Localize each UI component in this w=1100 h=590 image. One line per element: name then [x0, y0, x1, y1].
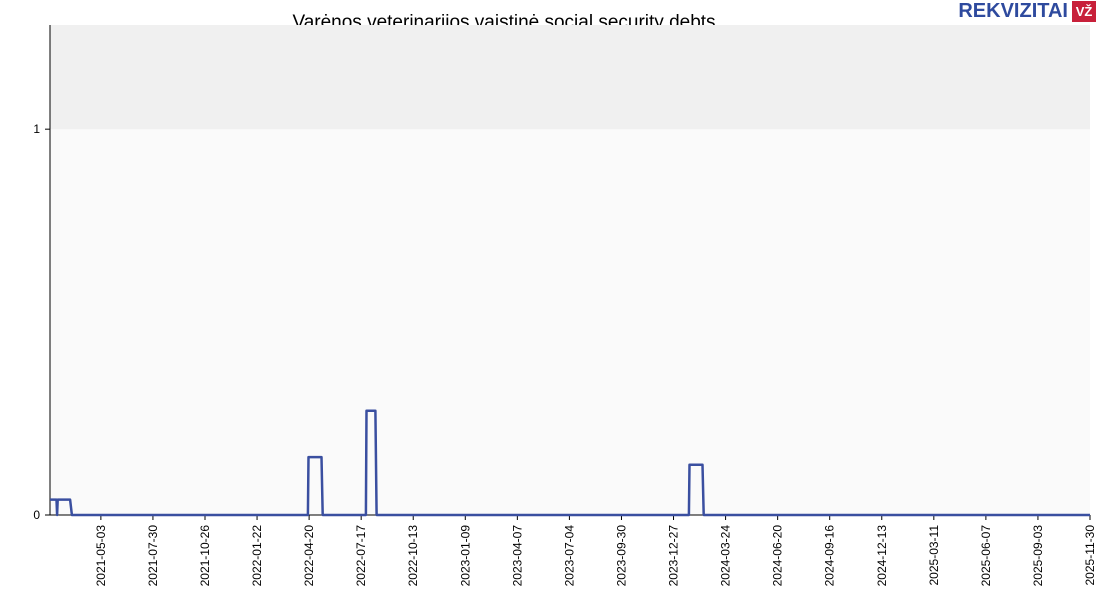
- vz-badge: VŽ: [1072, 0, 1096, 22]
- x-tick-label: 2021-07-30: [146, 525, 160, 587]
- x-tick-label: 2025-06-07: [979, 525, 993, 587]
- x-tick-label: 2022-07-17: [354, 525, 368, 587]
- above-max-band: [50, 25, 1090, 130]
- x-tick-label: 2022-04-20: [302, 525, 316, 587]
- logo-text: REKVIZITAI: [958, 0, 1068, 22]
- rekvizitai-logo[interactable]: REKVIZITAI VŽ: [958, 0, 1096, 22]
- x-tick-label: 2023-12-27: [667, 525, 681, 587]
- x-tick-label: 2023-01-09: [458, 525, 472, 587]
- x-tick-label: 2021-10-26: [198, 525, 212, 587]
- y-tick-label: 1: [33, 122, 40, 136]
- y-tick-label: 0: [33, 508, 40, 522]
- x-tick-label: 2025-03-11: [927, 525, 941, 586]
- x-tick-label: 2022-10-13: [406, 525, 420, 587]
- x-tick-label: 2023-07-04: [562, 525, 576, 587]
- x-tick-label: 2024-09-16: [823, 525, 837, 587]
- x-tick-label: 2024-06-20: [771, 525, 785, 587]
- x-tick-label: 2022-01-22: [250, 525, 264, 587]
- x-tick-label: 2021-05-03: [94, 525, 108, 587]
- x-tick-label: 2024-12-13: [875, 525, 889, 587]
- x-tick-label: 2025-11-30: [1083, 525, 1097, 586]
- x-tick-label: 2023-09-30: [614, 525, 628, 587]
- x-tick-label: 2024-03-24: [719, 525, 733, 587]
- debt-series-line: [50, 409, 1090, 517]
- x-tick-label: 2023-04-07: [510, 525, 524, 587]
- x-tick-label: 2025-09-03: [1031, 525, 1045, 587]
